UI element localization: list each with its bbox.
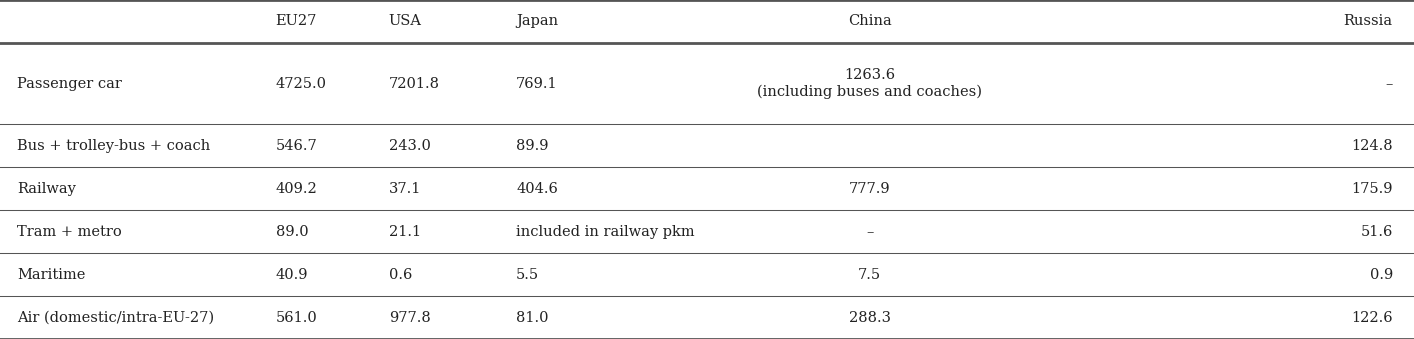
Text: China: China [848,15,891,28]
Text: 7201.8: 7201.8 [389,77,440,91]
Text: 7.5: 7.5 [858,267,881,282]
Text: 243.0: 243.0 [389,139,431,153]
Text: Air (domestic/intra-EU-27): Air (domestic/intra-EU-27) [17,311,214,324]
Text: 89.9: 89.9 [516,139,549,153]
Text: 4725.0: 4725.0 [276,77,327,91]
Text: Passenger car: Passenger car [17,77,122,91]
Text: included in railway pkm: included in railway pkm [516,225,694,239]
Text: 977.8: 977.8 [389,311,431,324]
Text: 777.9: 777.9 [848,182,891,196]
Text: 175.9: 175.9 [1352,182,1393,196]
Text: 288.3: 288.3 [848,311,891,324]
Text: EU27: EU27 [276,15,317,28]
Text: 409.2: 409.2 [276,182,318,196]
Text: 561.0: 561.0 [276,311,318,324]
Text: Russia: Russia [1343,15,1393,28]
Text: –: – [1386,77,1393,91]
Text: 1263.6
(including buses and coaches): 1263.6 (including buses and coaches) [756,68,983,99]
Text: Japan: Japan [516,15,559,28]
Text: 89.0: 89.0 [276,225,308,239]
Text: 81.0: 81.0 [516,311,549,324]
Text: 404.6: 404.6 [516,182,559,196]
Text: Railway: Railway [17,182,76,196]
Text: 546.7: 546.7 [276,139,318,153]
Text: Tram + metro: Tram + metro [17,225,122,239]
Text: 0.9: 0.9 [1370,267,1393,282]
Text: 122.6: 122.6 [1352,311,1393,324]
Text: 5.5: 5.5 [516,267,539,282]
Text: Maritime: Maritime [17,267,85,282]
Text: 37.1: 37.1 [389,182,421,196]
Text: USA: USA [389,15,421,28]
Text: 769.1: 769.1 [516,77,557,91]
Text: 21.1: 21.1 [389,225,421,239]
Text: 124.8: 124.8 [1352,139,1393,153]
Text: Bus + trolley-bus + coach: Bus + trolley-bus + coach [17,139,211,153]
Text: 0.6: 0.6 [389,267,413,282]
Text: 51.6: 51.6 [1360,225,1393,239]
Text: 40.9: 40.9 [276,267,308,282]
Text: –: – [865,225,874,239]
